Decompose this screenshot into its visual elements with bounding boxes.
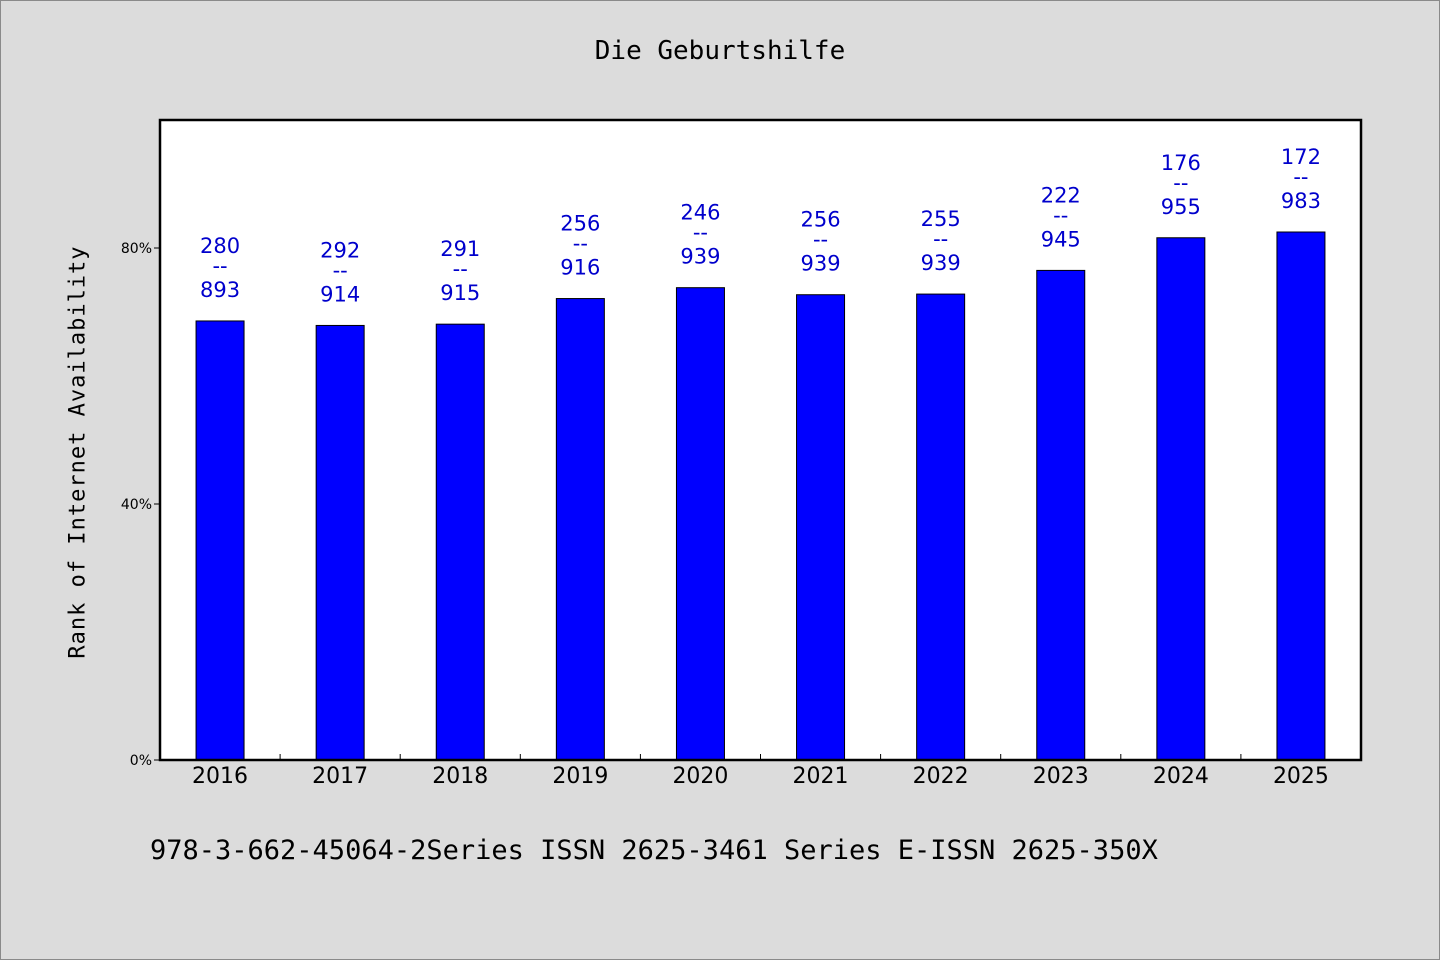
x-tick-label: 2023 — [1033, 764, 1089, 789]
data-label-bottom: 939 — [680, 245, 720, 269]
chart-title: Die Geburtshilfe — [594, 36, 846, 66]
x-tick-label: 2024 — [1153, 764, 1209, 789]
data-label-bottom: 915 — [440, 281, 480, 305]
bar-2016 — [195, 320, 245, 761]
data-label-top: 255 — [921, 207, 961, 231]
data-label-top: 256 — [560, 212, 600, 236]
data-label-separator: -- — [1173, 171, 1188, 195]
x-tick-label: 2018 — [432, 764, 488, 789]
bar-2017 — [315, 324, 365, 761]
x-tick-label: 2022 — [913, 764, 969, 789]
data-label-bottom: 955 — [1161, 195, 1201, 219]
x-tick-label: 2025 — [1273, 764, 1329, 789]
data-label-separator: -- — [813, 228, 828, 252]
data-label-bottom: 945 — [1041, 227, 1081, 251]
data-label-separator: -- — [453, 257, 468, 281]
x-tick-label: 2021 — [793, 764, 849, 789]
x-tick-label: 2017 — [312, 764, 368, 789]
data-label-bottom: 893 — [200, 278, 240, 302]
y-tick-label: 40% — [121, 497, 152, 513]
data-label-separator: -- — [573, 232, 588, 256]
data-label-top: 246 — [680, 201, 720, 225]
data-label-separator: -- — [933, 227, 948, 251]
x-tick-label: 2020 — [672, 764, 728, 789]
plot-border — [158, 118, 1363, 762]
data-label-top: 256 — [801, 208, 841, 232]
bar-2021 — [796, 294, 846, 761]
bar-2018 — [435, 323, 485, 761]
bar-2019 — [555, 298, 605, 761]
data-label-bottom: 939 — [801, 252, 841, 276]
y-tick-label: 0% — [130, 753, 152, 769]
data-label-bottom: 983 — [1281, 189, 1321, 213]
x-tick-label: 2019 — [552, 764, 608, 789]
data-label-top: 176 — [1161, 151, 1201, 175]
bar-2023 — [1036, 269, 1086, 761]
x-tick-label: 2016 — [192, 764, 248, 789]
data-label-separator: -- — [212, 254, 227, 278]
data-label-bottom: 939 — [921, 251, 961, 275]
y-tick-label: 80% — [121, 241, 152, 257]
data-label-separator: -- — [1053, 203, 1068, 227]
data-label-separator: -- — [693, 221, 708, 245]
bar-2022 — [916, 293, 966, 761]
bar-2020 — [675, 287, 725, 761]
data-label-bottom: 914 — [320, 282, 360, 306]
data-label-top: 280 — [200, 234, 240, 258]
data-label-top: 222 — [1041, 183, 1081, 207]
bar-2025 — [1276, 231, 1326, 761]
data-label-separator: -- — [1293, 165, 1308, 189]
data-label-top: 291 — [440, 237, 480, 261]
data-label-top: 292 — [320, 238, 360, 262]
data-label-top: 172 — [1281, 145, 1321, 169]
data-label-bottom: 916 — [560, 256, 600, 280]
bar-2024 — [1156, 237, 1206, 761]
data-label-separator: -- — [333, 258, 348, 282]
footer-isbn-issn: 978-3-662-45064-2Series ISSN 2625-3461 S… — [150, 835, 1158, 866]
